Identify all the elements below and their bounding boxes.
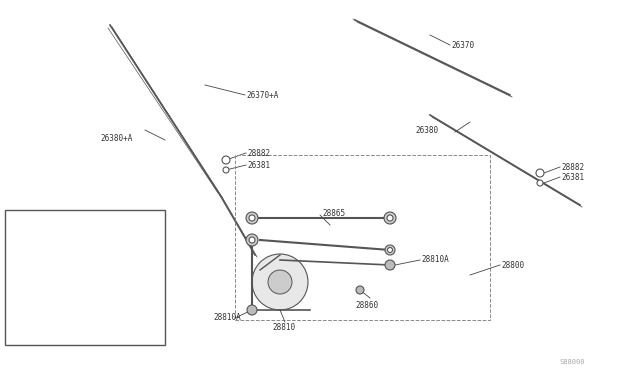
Text: 26380: 26380 (415, 125, 438, 135)
Bar (5, 210, 165, 345)
Text: WIPER BLADE REFILLS: WIPER BLADE REFILLS (12, 329, 93, 335)
Circle shape (246, 212, 258, 224)
Text: DRIVER: DRIVER (116, 289, 144, 298)
Text: 28860: 28860 (355, 301, 378, 310)
Text: ASSIST: ASSIST (116, 259, 144, 267)
Circle shape (223, 167, 229, 173)
Text: 28865: 28865 (322, 208, 345, 218)
Circle shape (246, 234, 258, 246)
Circle shape (387, 247, 392, 253)
Text: 26373P: 26373P (116, 250, 144, 260)
Text: 28882: 28882 (247, 148, 270, 157)
Circle shape (252, 254, 308, 310)
Circle shape (537, 180, 543, 186)
Circle shape (222, 156, 230, 164)
Circle shape (268, 270, 292, 294)
Circle shape (387, 215, 393, 221)
Text: 28882: 28882 (561, 163, 584, 171)
Text: 26381: 26381 (247, 160, 270, 170)
Circle shape (385, 260, 395, 270)
Text: 26370+A: 26370+A (246, 90, 278, 99)
Text: 26370: 26370 (451, 41, 474, 49)
Text: S88000: S88000 (560, 359, 586, 365)
Circle shape (384, 212, 396, 224)
Text: 26373M: 26373M (116, 280, 144, 289)
Text: 26381: 26381 (561, 173, 584, 182)
Circle shape (536, 169, 544, 177)
Circle shape (249, 237, 255, 243)
Text: 28810: 28810 (272, 324, 295, 333)
Circle shape (385, 245, 395, 255)
Text: 28800: 28800 (501, 260, 524, 269)
Text: 28810A: 28810A (421, 256, 449, 264)
Circle shape (247, 305, 257, 315)
Text: 26380+A: 26380+A (100, 134, 132, 142)
Circle shape (356, 286, 364, 294)
Circle shape (249, 215, 255, 221)
Text: 28810A: 28810A (213, 314, 241, 323)
